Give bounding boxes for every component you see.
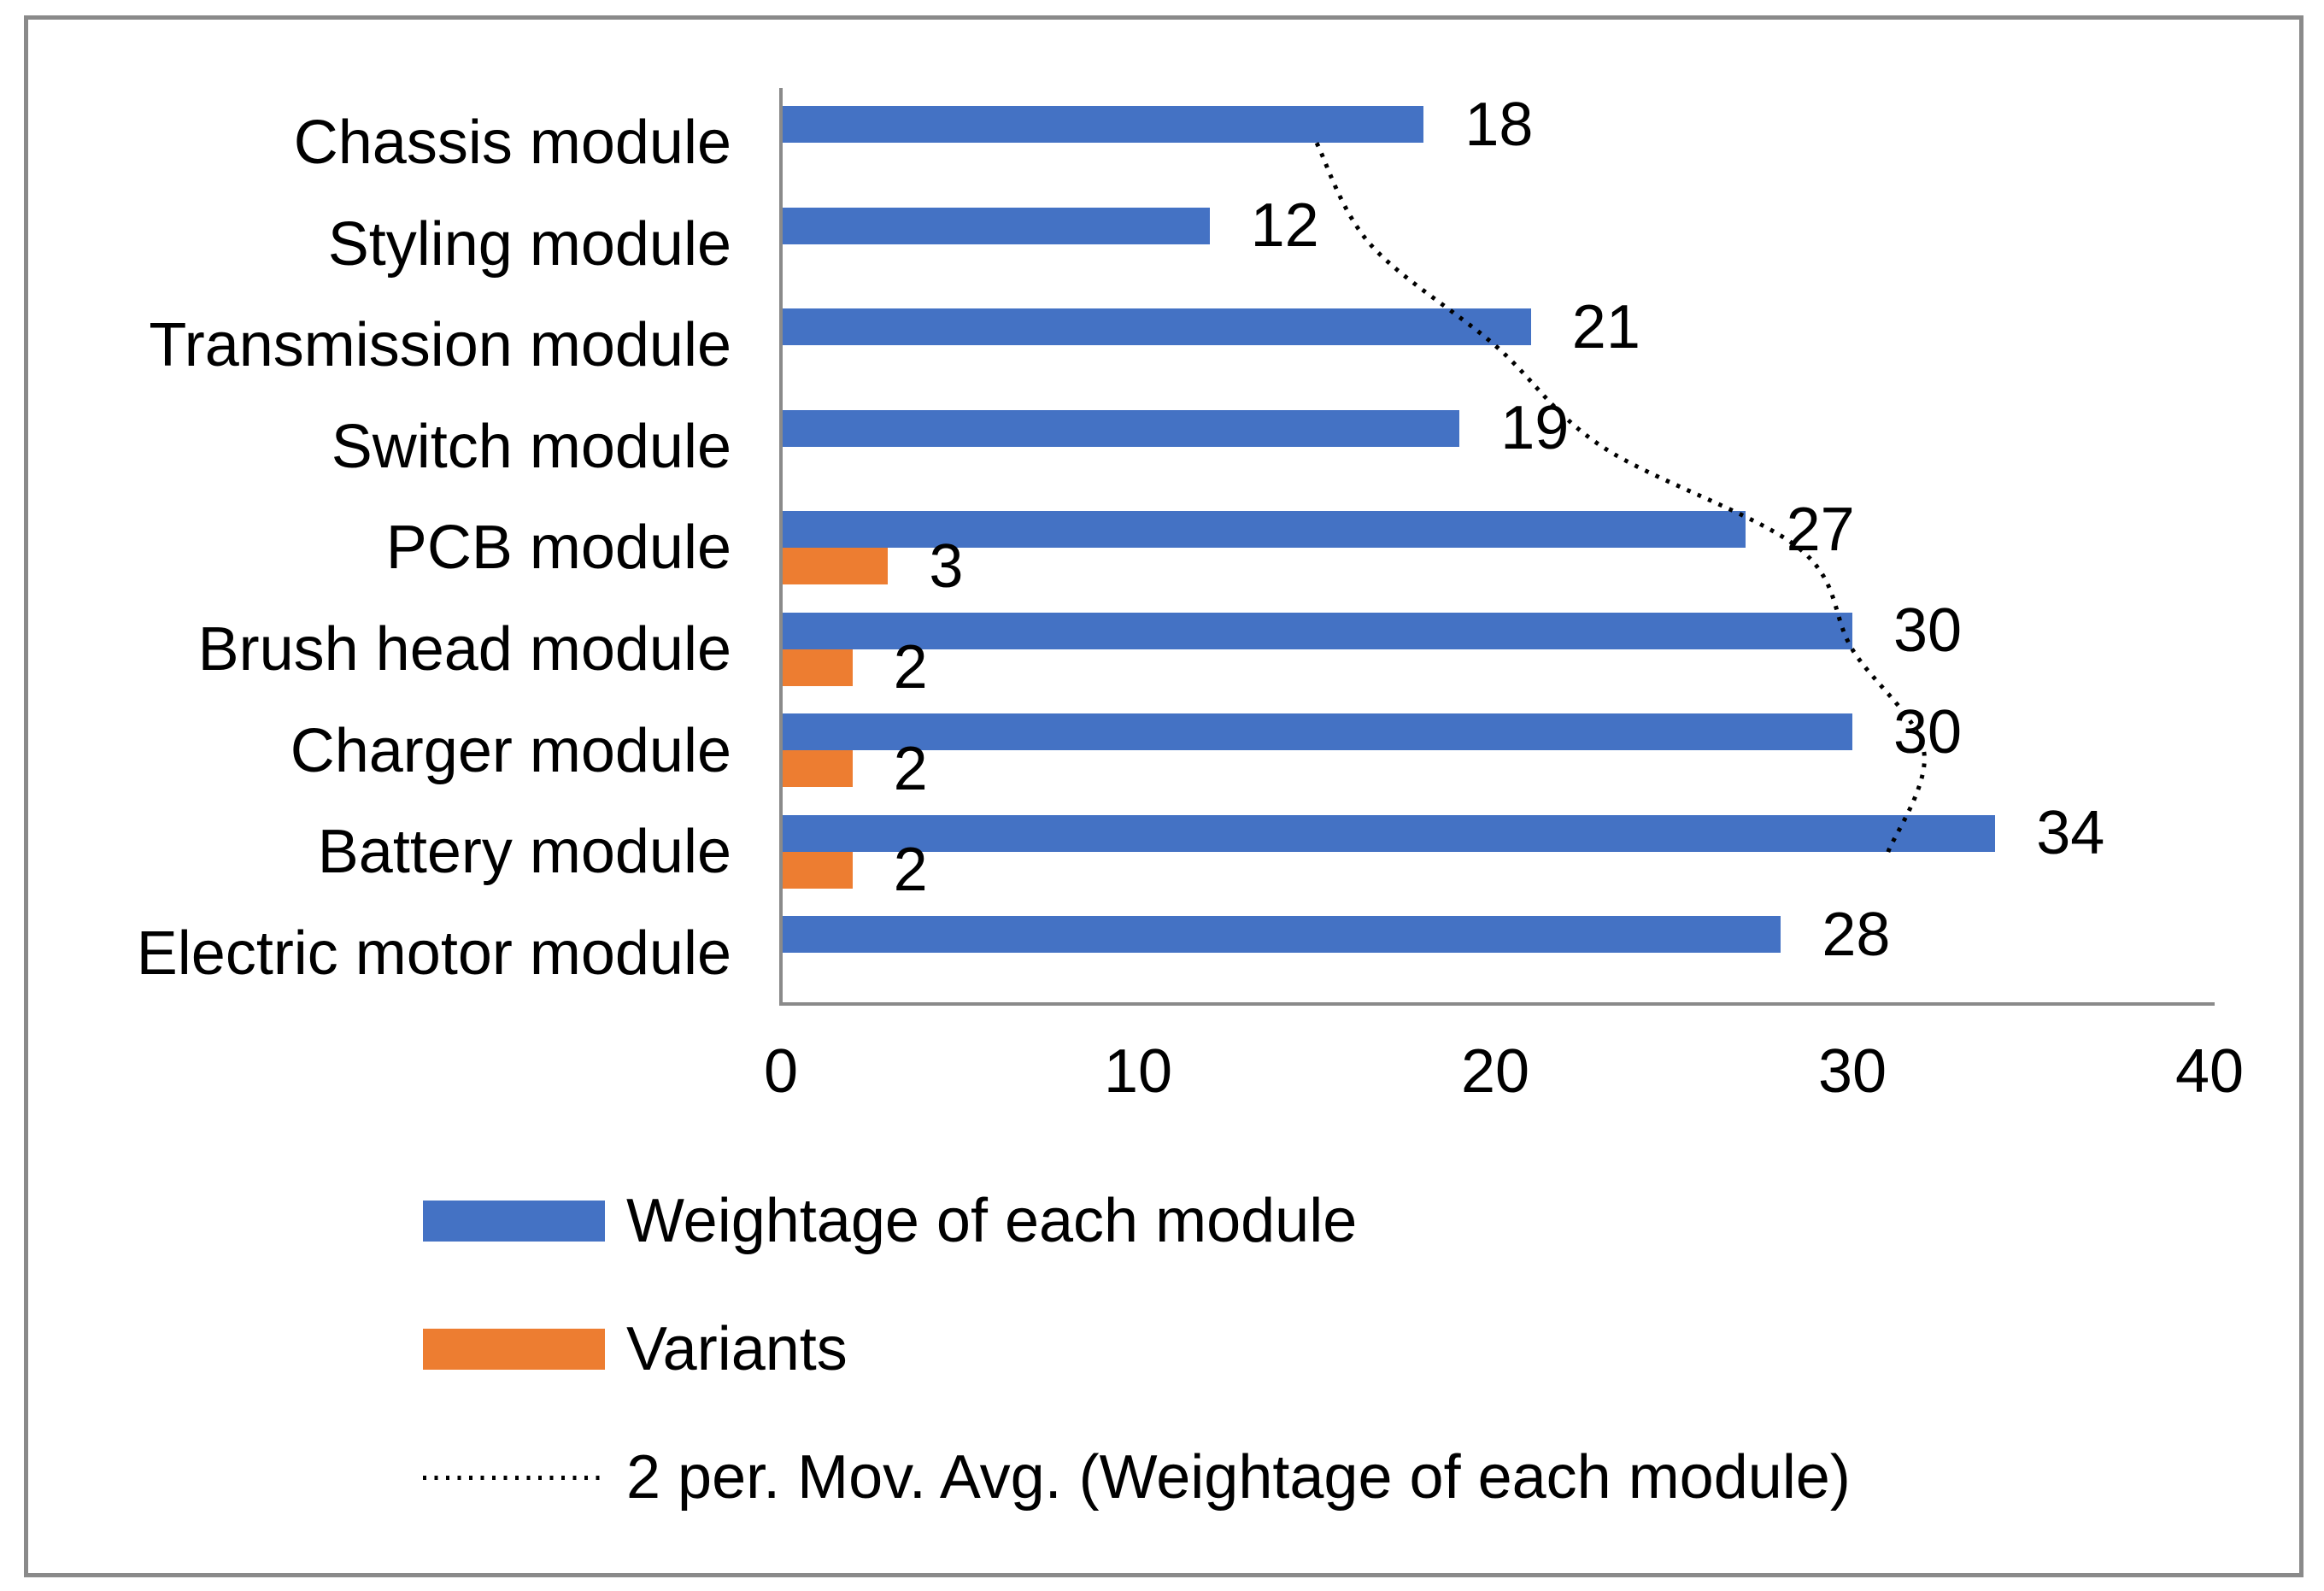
legend-swatch-moving-average-line — [423, 1475, 605, 1480]
legend-item-moving-average: 2 per. Mov. Avg. (Weightage of each modu… — [423, 1447, 1851, 1508]
category-label: Charger module — [290, 716, 731, 785]
legend-item-weightage: Weightage of each module — [423, 1190, 1357, 1252]
weightage-value-label: 19 — [1500, 394, 1570, 463]
x-axis-tick-label: 0 — [763, 1037, 799, 1106]
variants-value-label: 2 — [893, 836, 928, 905]
weightage-value-label: 18 — [1464, 90, 1534, 159]
variants-bar — [781, 649, 853, 686]
legend-swatch-variants — [423, 1329, 605, 1370]
variants-value-label: 2 — [893, 734, 928, 803]
x-axis-tick-label: 10 — [1103, 1037, 1173, 1106]
weightage-value-label: 28 — [1822, 900, 1891, 969]
category-label: Battery module — [317, 818, 731, 887]
weightage-value-label: 21 — [1571, 292, 1640, 361]
weightage-value-label: 27 — [1786, 495, 1855, 564]
weightage-bar — [781, 409, 1460, 447]
weightage-bar — [781, 814, 1996, 852]
category-label: Transmission module — [149, 311, 731, 380]
weightage-bar — [781, 207, 1210, 244]
variants-bar — [781, 548, 889, 585]
legend-item-variants: Variants — [423, 1318, 848, 1380]
variants-value-label: 2 — [893, 633, 928, 702]
category-label: Brush head module — [197, 615, 731, 684]
weightage-bar — [781, 612, 1852, 649]
category-label: Chassis module — [293, 109, 731, 178]
legend-swatch-weightage — [423, 1201, 605, 1242]
variants-bar — [781, 851, 853, 889]
weightage-value-label: 12 — [1250, 191, 1319, 261]
chart-border-frame — [24, 15, 2303, 1577]
weightage-bar — [781, 511, 1746, 549]
y-axis-line — [779, 88, 783, 1006]
x-axis-tick-label: 40 — [2174, 1037, 2245, 1106]
category-label: Electric motor module — [136, 919, 731, 988]
weightage-bar — [781, 713, 1852, 751]
category-label: Switch module — [331, 412, 731, 481]
x-axis-line — [779, 1002, 2215, 1006]
variants-value-label: 3 — [929, 531, 964, 601]
category-label: PCB module — [385, 514, 731, 583]
variants-bar — [781, 750, 853, 788]
legend-label: Variants — [626, 1315, 848, 1383]
x-axis-tick-label: 20 — [1460, 1037, 1530, 1106]
category-label: Styling module — [327, 209, 731, 279]
weightage-value-label: 30 — [1893, 596, 1963, 666]
weightage-bar — [781, 106, 1424, 143]
x-axis-tick-label: 30 — [1817, 1037, 1887, 1106]
weightage-bar — [781, 916, 1781, 954]
legend-label: 2 per. Mov. Avg. (Weightage of each modu… — [626, 1443, 1851, 1512]
legend-label: Weightage of each module — [626, 1187, 1358, 1255]
moving-average-trendline — [1314, 142, 1927, 854]
weightage-value-label: 34 — [2036, 799, 2105, 868]
weightage-bar — [781, 308, 1531, 346]
